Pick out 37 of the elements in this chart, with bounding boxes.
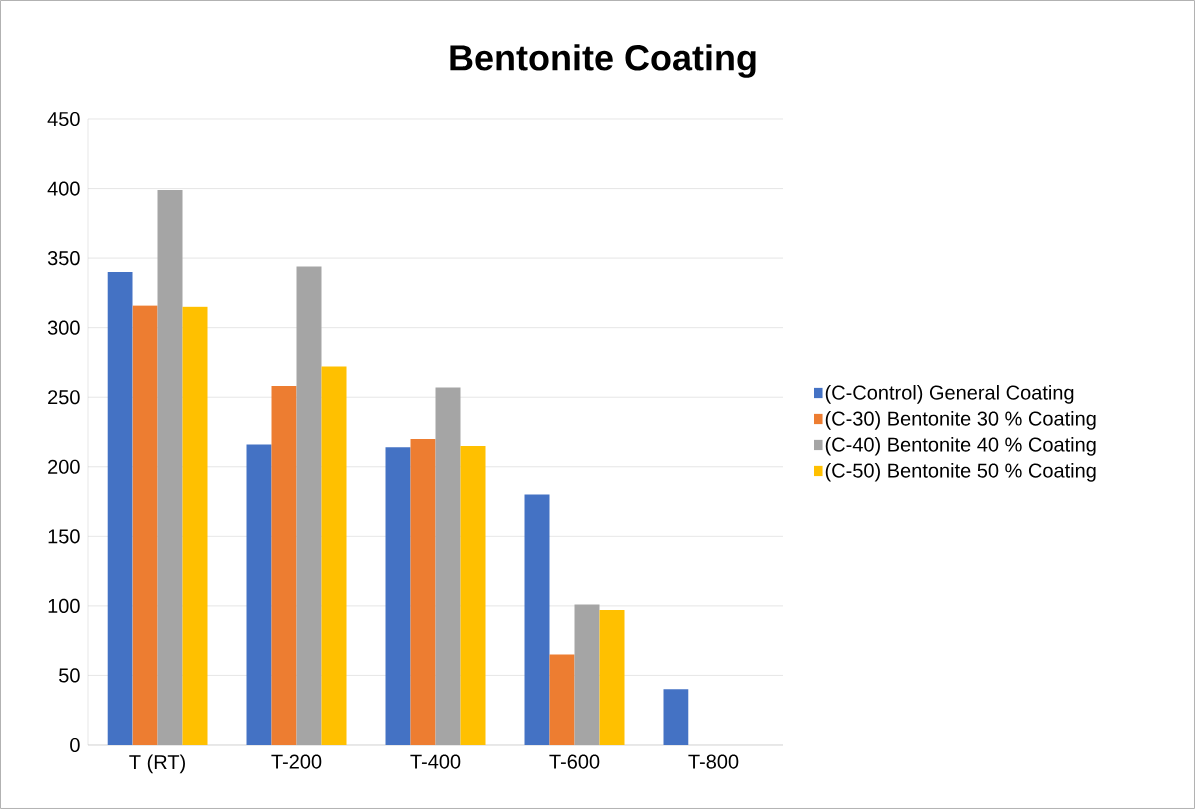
legend-label: (C-30) Bentonite 30 % Coating [825, 411, 1096, 430]
bar [271, 386, 297, 745]
bar [246, 444, 272, 745]
y-tick-label: 350 [47, 251, 80, 266]
y-tick-label: 300 [47, 320, 80, 335]
y-tick-label: 250 [48, 390, 80, 405]
bar [574, 604, 600, 745]
x-tick-label: T-800 [688, 754, 739, 769]
bar [410, 438, 436, 745]
legend-label: (C-50) Bentonite 50 % Coating [825, 462, 1096, 482]
bar [182, 306, 208, 745]
x-tick-label: T-200 [271, 754, 322, 769]
x-tick-label: T-600 [549, 754, 600, 769]
y-tick-label: 50 [59, 668, 80, 683]
x-tick-label: T-400 [410, 754, 461, 769]
bar [663, 689, 689, 745]
y-tick-label: 0 [70, 737, 80, 753]
bar [157, 189, 183, 745]
bar [296, 266, 322, 745]
bar [599, 610, 625, 745]
bar [460, 445, 486, 745]
legend-label: (C-40) Bentonite 40 % Coating [825, 436, 1096, 456]
bar [107, 272, 133, 745]
bar [385, 447, 411, 745]
bar [549, 654, 575, 745]
bar [321, 366, 347, 745]
legend-label: (C-Control) General Coating [825, 385, 1074, 404]
y-tick-label: 150 [48, 529, 80, 544]
y-tick-label: 450 [47, 111, 80, 127]
x-tick-label: T (RT) [129, 754, 185, 774]
bar [132, 305, 158, 745]
bar [435, 387, 461, 745]
bar [524, 494, 550, 745]
y-tick-label: 200 [48, 459, 80, 474]
chart-title: Bentonite Coating [450, 44, 756, 78]
y-tick-label: 100 [48, 598, 80, 613]
y-tick-label: 400 [47, 181, 80, 196]
